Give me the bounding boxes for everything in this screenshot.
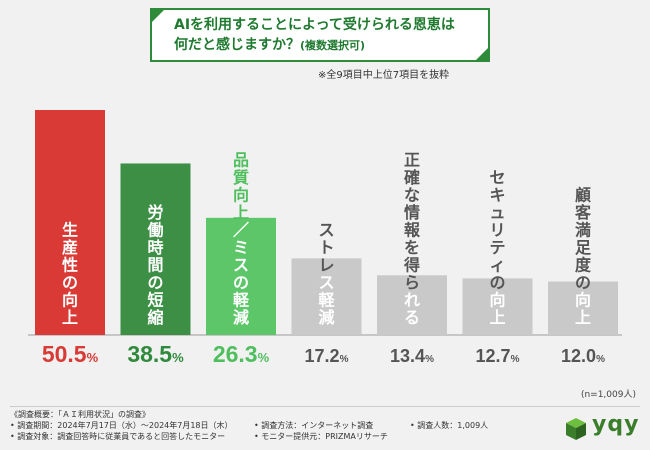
sample-size-note: (n=1,009人) <box>581 389 636 400</box>
survey-method: • 調査方法：インターネット調査 <box>254 421 374 430</box>
chart-title-line2: 何だと感じますか？(複数選択可) <box>174 35 478 56</box>
category-label-5: 正確な情報を得られる <box>403 151 421 328</box>
category-label-4: ストレス軽減 <box>318 221 335 328</box>
value-label-4: 17.2% <box>305 346 349 366</box>
bar-5 <box>377 275 447 335</box>
brand-logo-cube-icon <box>566 418 586 440</box>
value-label-5: 13.4% <box>390 346 434 366</box>
chart-title-multi-select: (複数選択可) <box>300 39 366 52</box>
bar-6 <box>462 278 533 335</box>
bar-7 <box>548 281 618 335</box>
value-label-7: 12.0% <box>561 346 605 366</box>
survey-overview: 《調査概要：「ＡＩ利用状況」の調査》 <box>10 410 150 419</box>
extraction-note: ※全9項目中上位7項目を抜粋 <box>318 70 450 81</box>
category-label-7: 顧客満足度の向上 <box>575 186 592 328</box>
bar-4 <box>291 258 362 335</box>
category-label-6: セキュリティの向上 <box>489 168 505 327</box>
value-label-1: 50.5% <box>42 341 99 367</box>
brand-name: yqy <box>592 412 640 437</box>
bar-1 <box>35 110 105 335</box>
value-label-3: 26.3% <box>213 341 270 367</box>
survey-count: • 調査人数：1,009人 <box>410 421 489 430</box>
chart-title-box: AIを利用することによって受けられる恩恵は 何だと感じますか？(複数選択可) <box>150 8 490 62</box>
footer-divider <box>10 406 640 407</box>
chart-title-question: 何だと感じますか？ <box>174 37 300 53</box>
category-label-2: 労働時間の短縮 <box>146 203 163 327</box>
survey-provider: • モニター提供元：PRIZMAリサーチ <box>254 432 388 441</box>
value-label-6: 12.7% <box>476 346 520 366</box>
chart-title-line1: AIを利用することによって受けられる恩恵は <box>174 17 455 33</box>
bar-2 <box>120 163 191 335</box>
value-label-2: 38.5% <box>127 341 184 367</box>
bar-3 <box>206 217 276 335</box>
survey-period: • 調査期間：2024年7月17日（水）～2024年7月18日（木） <box>10 421 233 430</box>
category-label-3: 品質向上／ミスの軽減 <box>233 151 250 328</box>
category-label-1: 生産性の向上 <box>62 221 78 328</box>
survey-target: • 調査対象：調査回答時に従業員であると回答したモニター <box>10 432 226 441</box>
